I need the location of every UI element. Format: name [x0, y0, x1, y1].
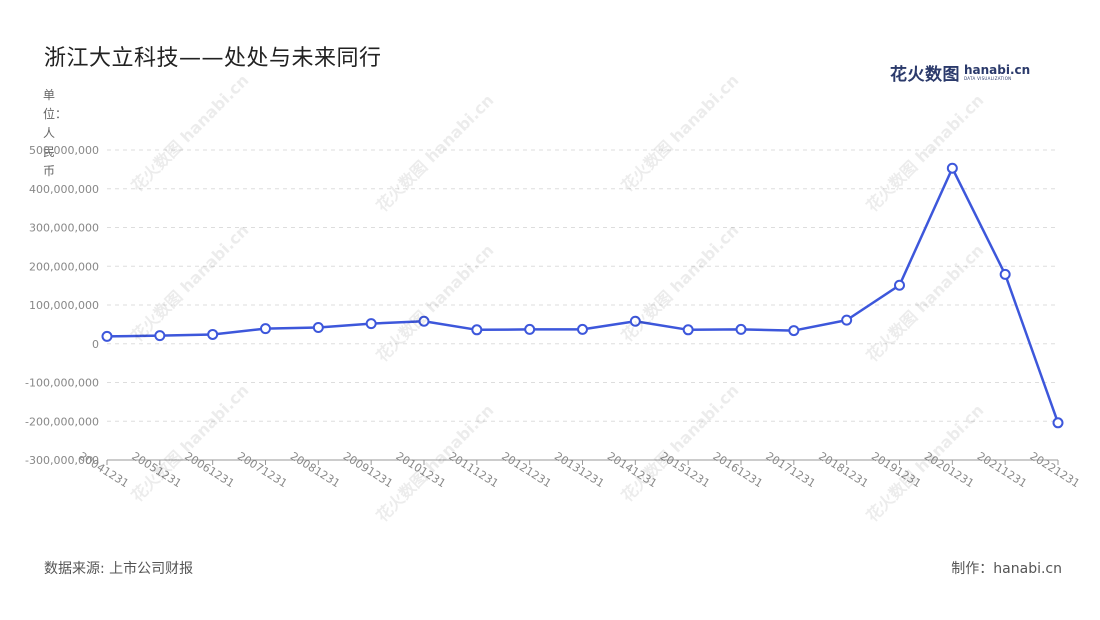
x-tick-label: 20071231	[235, 450, 289, 491]
data-point	[1052, 417, 1064, 429]
y-tick-label: 0	[92, 338, 99, 351]
x-tick-label: 20081231	[288, 450, 342, 491]
x-tick-label: 20041231	[77, 450, 131, 491]
credit-note: 制作：hanabi.cn	[951, 561, 1062, 577]
x-tick-label: 20181231	[816, 450, 870, 491]
y-tick-label: -200,000,000	[25, 415, 99, 428]
x-tick-label: 20091231	[341, 450, 395, 491]
data-point	[788, 325, 800, 337]
x-tick-label: 20171231	[763, 450, 817, 491]
x-tick-label: 20131231	[552, 450, 606, 491]
brand-logo: 花火数图 hanabi.cn DATA VISUALIZATION	[890, 60, 1030, 85]
x-tick-label: 20221231	[1028, 450, 1082, 491]
data-point	[260, 323, 271, 335]
data-point	[365, 318, 377, 330]
y-tick-label: 400,000,000	[29, 183, 99, 196]
data-point	[101, 330, 113, 342]
brand-logo-en: hanabi.cn	[964, 63, 1031, 77]
data-point	[999, 268, 1011, 280]
x-tick-label: 20111231	[446, 450, 500, 491]
data-point	[577, 323, 588, 335]
data-point	[312, 321, 324, 333]
y-tick-label: 200,000,000	[29, 260, 99, 273]
x-tick-label: 20211231	[975, 450, 1029, 491]
series-line	[106, 166, 1060, 424]
x-tick-label: 20201231	[922, 450, 976, 491]
data-point	[154, 330, 166, 342]
y-tick-label: 500,000,000	[29, 144, 99, 157]
data-point	[629, 315, 641, 327]
x-tick-label: 20051231	[129, 450, 183, 491]
x-tick-label: 20121231	[499, 450, 553, 491]
brand-logo-cn: 花火数图	[890, 65, 960, 85]
x-tick-label: 20141231	[605, 450, 659, 491]
data-point	[418, 315, 430, 327]
data-point	[524, 323, 536, 335]
data-point	[682, 324, 694, 336]
x-tick-label: 20151231	[658, 450, 712, 491]
x-tick-label: 20161231	[711, 450, 765, 491]
brand-logo-sub: DATA VISUALIZATION	[964, 76, 1012, 81]
data-point	[841, 314, 853, 326]
x-tick-label: 20191231	[869, 450, 923, 491]
x-tick-label: 20101231	[394, 450, 448, 491]
y-tick-label: 100,000,000	[29, 299, 99, 312]
y-tick-label: 300,000,000	[29, 222, 99, 235]
data-source-note: 数据来源: 上市公司财报	[44, 561, 194, 577]
chart-title: 浙江大立科技——处处与未来同行	[44, 46, 382, 71]
data-point	[471, 324, 483, 336]
data-point	[735, 323, 747, 335]
y-tick-label: -300,000,000	[25, 454, 99, 467]
data-point	[894, 279, 905, 291]
data-point	[207, 328, 219, 340]
x-tick-label: 20061231	[182, 450, 236, 491]
y-tick-label: -100,000,000	[25, 377, 99, 390]
data-point	[946, 162, 958, 174]
